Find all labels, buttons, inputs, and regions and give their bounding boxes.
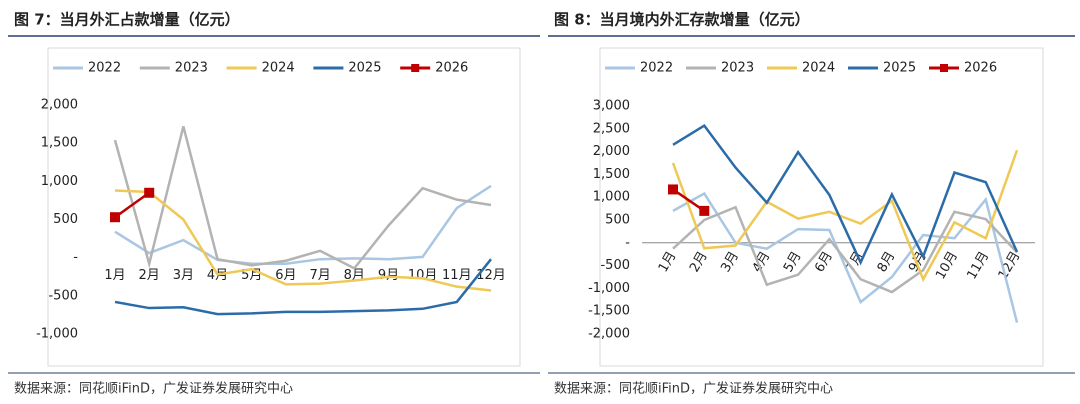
y-tick-label: -500 xyxy=(48,288,78,303)
source: 数据来源：同花顺iFinD，广发证券发展研究中心 xyxy=(554,381,833,397)
plot-frame xyxy=(599,47,1044,367)
y-tick-label: -1,000 xyxy=(588,281,630,296)
y-tick-label: 1,500 xyxy=(41,136,78,151)
series-line xyxy=(114,258,492,316)
legend-label: 2026 xyxy=(964,61,997,76)
source: 数据来源：同花顺iFinD，广发证券发展研究中心 xyxy=(14,381,293,397)
legend-label: 2025 xyxy=(883,61,916,76)
y-tick-label: - xyxy=(625,235,630,250)
x-tick-label: 2月 xyxy=(139,268,160,283)
y-tick-label: -2,000 xyxy=(588,327,630,342)
point-marker xyxy=(144,187,155,198)
series-line xyxy=(114,184,492,266)
legend-marker xyxy=(940,64,948,72)
x-tick-label: 11月 xyxy=(964,249,992,282)
y-tick-label: 500 xyxy=(53,212,78,227)
x-tick-label: 1月 xyxy=(104,268,125,283)
series-line xyxy=(672,123,1019,266)
series-line xyxy=(114,191,150,219)
point-marker xyxy=(668,184,678,195)
y-tick-label: - xyxy=(73,250,78,265)
legend-label: 2024 xyxy=(802,61,835,76)
x-tick-label: 1月 xyxy=(656,249,680,275)
y-tick-label: 2,000 xyxy=(41,98,78,113)
y-tick-label: -500 xyxy=(600,258,630,273)
x-tick-label: 7月 xyxy=(309,268,330,283)
point-marker xyxy=(110,212,120,223)
y-tick-label: 2,500 xyxy=(593,121,630,136)
plot-frame xyxy=(47,47,521,367)
legend-label: 2024 xyxy=(262,61,295,76)
y-tick-label: 1,000 xyxy=(41,174,78,189)
y-tick-label: 1,500 xyxy=(593,167,630,182)
y-tick-label: 500 xyxy=(605,213,630,228)
legend-label: 2022 xyxy=(640,61,673,76)
x-tick-label: 3月 xyxy=(718,249,742,275)
x-tick-label: 6月 xyxy=(275,268,296,283)
series-line xyxy=(671,149,1019,283)
legend-label: 2025 xyxy=(348,61,381,76)
series-line xyxy=(672,191,1019,323)
y-tick-label: 1,000 xyxy=(593,190,630,205)
series-line xyxy=(672,188,705,212)
chart-title: 图 8：当月境内外汇存款增量（亿元） xyxy=(554,11,810,29)
y-tick-label: 3,000 xyxy=(593,99,630,114)
point-marker xyxy=(699,205,710,216)
legend-marker xyxy=(411,64,420,72)
series-line xyxy=(113,126,492,270)
y-tick-label: -1,000 xyxy=(36,327,78,342)
x-tick-label: 3月 xyxy=(173,268,194,283)
legend-label: 2023 xyxy=(721,61,754,76)
x-tick-label: 12月 xyxy=(476,268,506,283)
legend-label: 2026 xyxy=(435,61,468,76)
legend-label: 2023 xyxy=(175,61,208,76)
x-tick-label: 11月 xyxy=(442,268,472,283)
series-line xyxy=(114,189,492,292)
y-tick-label: -1,500 xyxy=(588,304,630,319)
y-tick-label: 2,000 xyxy=(593,144,630,159)
x-tick-label: 2月 xyxy=(687,249,711,275)
series-line xyxy=(672,205,1018,294)
legend-label: 2022 xyxy=(88,61,121,76)
chart-title: 图 7：当月外汇占款增量（亿元） xyxy=(14,11,240,29)
